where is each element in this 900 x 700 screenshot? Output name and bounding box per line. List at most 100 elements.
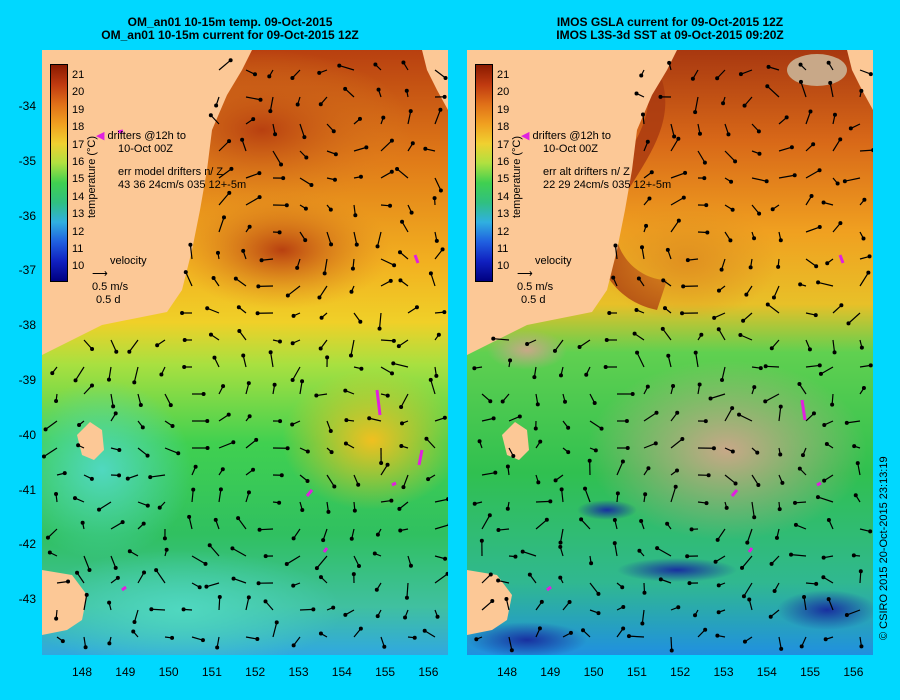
current-arrow-head [839,303,844,308]
drifters-line1: drifters @12h to [107,130,186,142]
current-arrow-head [349,289,354,294]
current-arrow-head [241,248,246,253]
current-arrow-head [84,592,89,597]
current-arrow-head [403,615,408,620]
current-arrow-head [712,315,717,320]
current-arrow-head [653,441,658,446]
current-arrow-head [281,176,286,181]
current-arrow [218,59,232,71]
current-arrow-head [331,129,336,134]
current-arrow-head [227,190,232,195]
current-arrow-head [388,278,393,283]
current-arrow-head [385,462,390,467]
current-arrow-head [218,487,223,492]
current-arrow-head [352,508,357,513]
current-arrow [724,474,736,484]
current-arrow-head [73,378,78,383]
current-arrow-head [83,645,88,650]
current-arrow-head [349,353,354,358]
current-arrow-head [859,345,864,350]
current-arrow-head [75,570,80,575]
current-arrow-head [343,612,348,617]
current-arrow-head [577,345,582,350]
current-arrow-head [825,261,830,266]
current-arrow-head [832,112,837,117]
current-arrow-head [511,454,516,459]
velocity-scale: 0.5 m/s [517,281,554,293]
current-arrow-head [769,346,774,351]
current-arrow-head [639,518,644,523]
current-arrow-head [716,288,721,293]
current-arrow-head [770,207,775,212]
current-arrow-head [817,363,822,368]
colorbar-tick: 17 [497,138,510,151]
current-arrow-head [662,306,667,311]
current-arrow [805,169,820,179]
current-arrow-head [257,527,262,532]
colorbar-tick: 10 [497,260,510,273]
current-arrow-head [204,584,209,589]
current-arrow [98,501,112,511]
current-arrow-head [799,644,804,649]
current-arrow-head [317,295,322,300]
current-arrow [848,312,861,324]
current-arrow-head [798,79,803,84]
current-arrow-head [305,449,310,454]
current-arrow-head [343,388,348,393]
current-arrow [188,516,193,530]
current-arrow [820,366,834,375]
current-arrow-head [802,595,807,600]
current-arrow-head [107,641,112,646]
model-temperature-map: 21 20 19 18 17 16 15 14 13 12 11 10 temperature (°C… [42,50,448,655]
current-arrow-head [251,117,256,122]
current-arrow-head [813,313,818,318]
current-arrow-head [274,620,279,625]
current-arrow-head [221,384,226,389]
current-arrow-head [821,200,826,205]
current-arrow-head [117,473,122,478]
current-arrow-head [654,410,659,415]
current-arrow [859,149,873,152]
current-arrow-head [131,629,136,634]
colorbar-tick: 19 [497,103,510,116]
current-arrow-head [496,528,501,533]
velocity-label: velocity [110,255,147,267]
current-arrow [218,489,222,503]
current-arrow-head [159,372,164,377]
current-arrow [522,551,537,557]
current-arrow-head [624,419,629,423]
current-arrow-head [520,549,525,554]
current-arrow-head [226,412,231,417]
current-arrow-head [741,594,746,599]
current-arrow-head [435,614,440,619]
current-arrow-head [115,575,120,580]
current-arrow [299,608,314,611]
current-arrow [378,312,382,329]
current-arrow-head [54,616,59,621]
current-arrow-head [357,116,362,121]
current-arrow-head [740,565,745,570]
current-arrow-head [305,479,310,484]
current-arrow-head [868,529,873,534]
current-vectors [472,60,873,653]
current-arrow-head [814,581,819,586]
colorbar-tick: 14 [72,190,85,203]
current-arrow-head [408,563,413,568]
current-arrow-head [162,536,167,541]
land-top-right [847,50,873,110]
current-arrow [299,381,303,395]
current-arrow-head [391,338,396,343]
current-arrow-head [440,247,445,252]
current-arrow [670,123,675,137]
current-arrow-head [808,109,813,114]
current-arrow-head [217,595,222,600]
current-arrow-head [661,278,666,283]
current-arrow [508,636,513,651]
current-arrow-head [776,264,781,269]
current-arrow [287,285,301,296]
current-arrow-head [539,599,544,604]
current-arrow-head [256,581,261,586]
current-arrow [137,572,145,584]
current-arrow-head [579,517,584,522]
current-arrow-head [106,377,111,382]
